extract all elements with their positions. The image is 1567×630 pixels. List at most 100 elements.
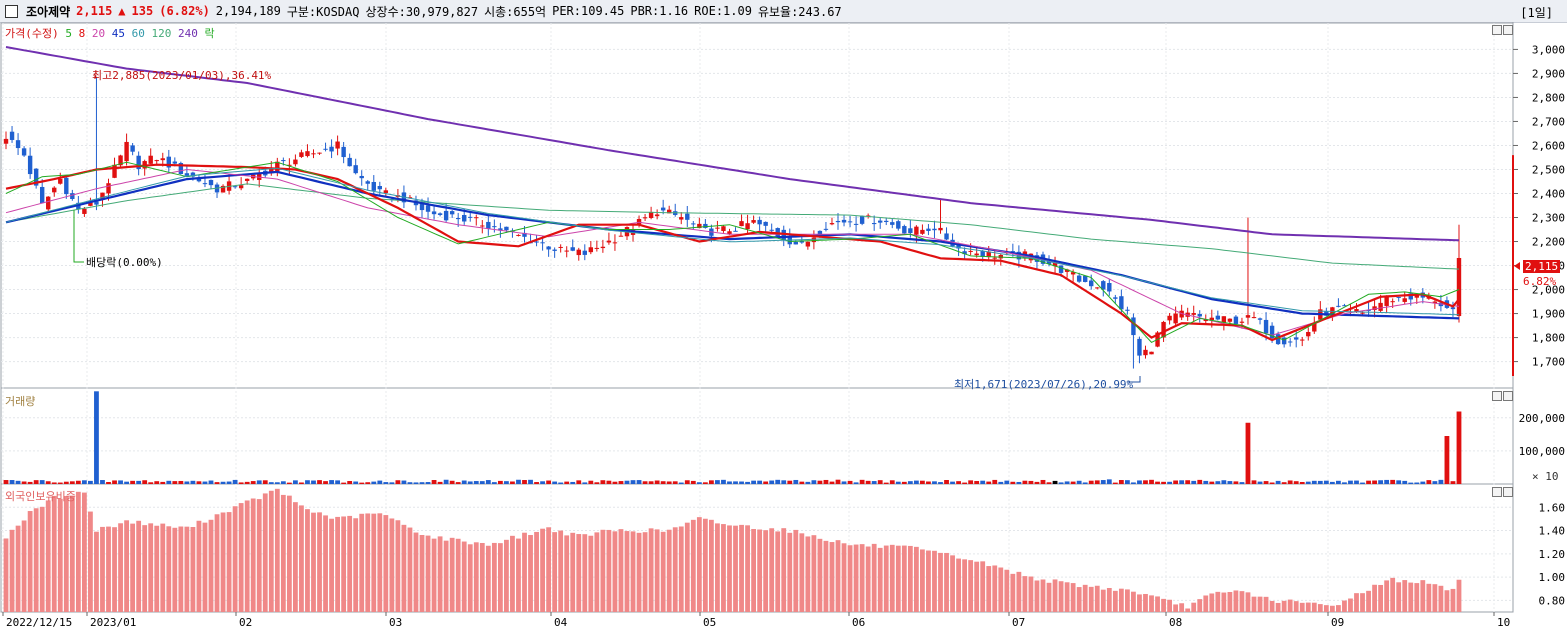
foreign-bar	[630, 531, 636, 612]
foreign-panel-close-button[interactable]	[1503, 487, 1513, 497]
foreign-bar	[1245, 592, 1251, 612]
foreign-bar	[1028, 576, 1034, 612]
candle-body	[1300, 339, 1305, 341]
volume-bar	[1046, 482, 1052, 484]
foreign-bar	[835, 540, 841, 612]
candle-body	[612, 242, 618, 244]
volume-bar	[214, 482, 220, 484]
candle-body	[377, 186, 383, 190]
volume-bar	[1275, 480, 1281, 484]
foreign-bar	[727, 525, 732, 612]
foreign-panel-minimize-button[interactable]	[1492, 487, 1502, 497]
foreign-bar	[787, 532, 793, 612]
candle-body	[1125, 309, 1130, 311]
foreign-bar	[793, 529, 799, 612]
legend-ma8: 8	[78, 27, 86, 40]
volume-bar	[1372, 480, 1377, 484]
volume-bar	[558, 482, 564, 484]
volume-bar	[1426, 480, 1432, 484]
price-panel-close-button[interactable]	[1503, 25, 1513, 35]
candle-body	[238, 185, 244, 189]
x-tick-label: 2023/01	[90, 616, 136, 629]
volume-bar	[962, 482, 968, 484]
foreign-bar	[244, 500, 250, 612]
candle-body	[727, 231, 732, 235]
foreign-bar	[1251, 596, 1257, 612]
legend-ex-div: 락	[204, 27, 215, 40]
volume-bar	[401, 480, 407, 484]
candle-body	[781, 229, 786, 241]
foreign-bar	[353, 518, 359, 612]
period-selector[interactable]: [1일]	[1520, 6, 1553, 20]
candle-body	[299, 152, 304, 157]
stock-name[interactable]: 조아제약	[26, 4, 71, 19]
price-legend: 가격(수정) 5 8 20 45 60 120 240 락	[5, 25, 215, 41]
candle-body	[733, 230, 738, 232]
volume-pane-frame	[0, 387, 1514, 485]
volume-bar	[1408, 482, 1414, 484]
volume-bar	[1215, 481, 1221, 484]
foreign-tick-label: 1.40	[1539, 525, 1566, 538]
volume-bar	[323, 481, 328, 484]
foreign-bar	[1070, 583, 1076, 612]
foreign-bar	[1004, 569, 1010, 612]
candle-body	[329, 146, 334, 152]
volume-bar	[829, 481, 835, 484]
foreign-bar	[1173, 604, 1179, 612]
volume-bar	[1233, 481, 1239, 484]
foreign-bar	[190, 527, 196, 612]
select-checkbox[interactable]	[5, 4, 18, 18]
candle-body	[190, 172, 196, 177]
foreign-bar	[546, 527, 552, 612]
dividend-pointer	[73, 210, 84, 263]
foreign-bar	[1420, 580, 1426, 612]
foreign-bar	[588, 535, 594, 612]
candle-body	[1107, 282, 1112, 292]
candle-body	[552, 249, 557, 251]
volume-panel-minimize-button[interactable]	[1492, 391, 1502, 401]
candle-body	[293, 159, 298, 165]
volume-bar	[660, 481, 666, 484]
foreign-bar	[286, 495, 292, 612]
volume-tick-label: 100,000	[1519, 445, 1565, 458]
candle-body	[516, 234, 521, 236]
candle-body	[1082, 275, 1088, 282]
price-tick-label: 2,000	[1532, 284, 1565, 297]
candle-body	[64, 177, 69, 195]
volume-bar	[998, 481, 1004, 484]
foreign-bar	[1112, 590, 1118, 612]
candle-body	[956, 244, 961, 249]
candle-body	[1137, 338, 1142, 356]
foreign-bar	[1179, 603, 1185, 612]
volume-bar	[974, 481, 980, 484]
foreign-bar	[124, 520, 129, 612]
volume-bar	[1100, 480, 1106, 484]
volume-bar	[920, 480, 925, 484]
volume-bar	[504, 481, 509, 484]
candle-body	[859, 215, 865, 224]
price-panel-minimize-button[interactable]	[1492, 25, 1502, 35]
volume-bar	[1263, 481, 1269, 484]
foreign-bar	[1360, 593, 1365, 612]
foreign-bar	[1010, 573, 1016, 612]
volume-bar	[449, 480, 455, 484]
volume-bar	[395, 480, 401, 484]
volume-bar	[1034, 481, 1040, 484]
dividend-annotation: 배당락(0.00%)	[86, 256, 163, 269]
foreign-bar	[57, 498, 63, 612]
volume-bar	[124, 481, 129, 484]
candle-body	[636, 218, 642, 225]
volume-panel-close-button[interactable]	[1503, 391, 1513, 401]
price-tick-label: 2,400	[1532, 187, 1565, 200]
candle-body	[1179, 310, 1184, 318]
candle-body	[1101, 281, 1106, 290]
candle-body	[1456, 257, 1462, 317]
volume-bar	[274, 482, 280, 484]
candle-body	[522, 232, 527, 237]
volume-bar	[1197, 479, 1203, 484]
candle-body	[1336, 305, 1341, 307]
candle-body	[1052, 262, 1058, 267]
per-value: PER:109.45	[552, 4, 625, 18]
